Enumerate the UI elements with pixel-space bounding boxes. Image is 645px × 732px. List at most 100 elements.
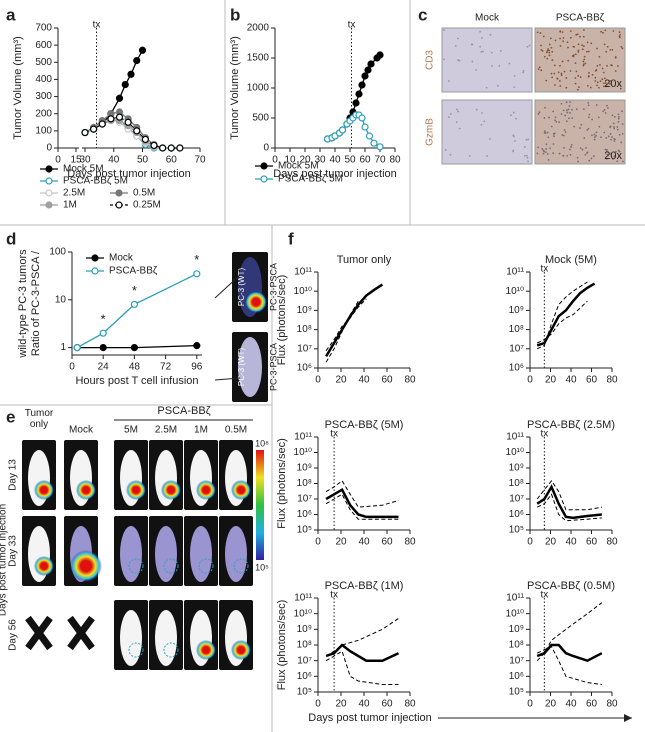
cell-stain (587, 116, 590, 119)
cell-stain (537, 68, 540, 71)
x-tick-label: 70 (194, 155, 206, 166)
y-tick-label: 500 (252, 113, 269, 124)
tumor-signal (161, 480, 181, 500)
data-point (338, 126, 347, 134)
y-tick-label: 0 (46, 143, 52, 154)
cell-stain (581, 148, 584, 151)
y-tick-label: 100 (35, 125, 52, 136)
cell-stain (512, 150, 515, 153)
legend-label: PSCA-BBζ 5M (278, 174, 343, 185)
tumor-signal (70, 550, 102, 582)
x-tick-label: 20 (545, 537, 557, 548)
cell-stain (594, 80, 597, 82)
cell-stain (586, 129, 589, 131)
data-point (159, 144, 167, 152)
cell-stain (564, 131, 567, 133)
cell-stain (549, 37, 552, 40)
data-point (361, 123, 369, 131)
cell-stain (604, 112, 607, 114)
cell-stain (607, 135, 610, 138)
colorbar-label: 10⁵ (255, 562, 269, 572)
cell-stain (561, 31, 564, 33)
cell-stain (579, 76, 582, 78)
legend-label: Mock 5M (63, 164, 104, 175)
row-label: GzmB (425, 118, 436, 146)
cell-stain (603, 82, 605, 85)
series-line (327, 54, 381, 140)
cell-stain (560, 74, 563, 77)
x-tick-label: 0 (55, 155, 61, 166)
y-tick-label: 0 (263, 143, 269, 154)
tumor-signal (34, 480, 54, 500)
cell-stain (458, 59, 461, 62)
y-tick-label: 10¹¹ (294, 267, 312, 278)
cell-stain (613, 140, 616, 142)
cell-stain (614, 56, 617, 59)
cell-stain (576, 33, 579, 36)
cell-stain (550, 46, 553, 49)
cell-stain (559, 85, 562, 87)
cell-stain (447, 116, 450, 119)
cell-stain (595, 134, 597, 137)
cell-stain (548, 43, 551, 46)
mouse (190, 526, 212, 582)
cell-stain (602, 31, 604, 34)
cell-stain (553, 64, 556, 67)
y-tick-label: 10⁹ (297, 463, 312, 474)
tumor-site (163, 558, 179, 574)
cell-stain (527, 160, 529, 163)
cell-stain (597, 116, 600, 119)
cell-stain (567, 108, 570, 111)
series-line (325, 283, 384, 358)
cell-stain (582, 45, 585, 48)
column-label: Mock (475, 13, 500, 24)
cell-stain (621, 110, 623, 113)
data-point (107, 115, 115, 123)
group-label: PSCA-BBζ (157, 405, 210, 417)
data-point (127, 70, 135, 78)
y-axis-label: Tumor Volume (mm³) (12, 36, 24, 140)
tumor-site (163, 642, 179, 658)
cell-stain (570, 146, 573, 148)
cell-stain (513, 86, 516, 89)
cell-stain (576, 88, 579, 91)
legend-marker (115, 189, 123, 197)
mouse (155, 610, 177, 666)
legend-marker (45, 201, 53, 209)
legend-label: 1M (63, 200, 77, 211)
cell-stain (548, 49, 551, 52)
data-point (90, 125, 98, 133)
cell-stain (485, 86, 488, 89)
series-line (536, 281, 588, 350)
cell-stain (575, 70, 578, 73)
chart-title: PSCA-BBζ (2.5M) (527, 419, 615, 431)
cell-stain (586, 50, 588, 53)
x-tick-label: 80 (404, 375, 416, 386)
colorbar (256, 450, 264, 560)
series-line (536, 643, 603, 663)
x-tick-label: 80 (606, 537, 618, 548)
magnification: 20x (604, 150, 622, 162)
y-tick-label: 10¹⁰ (294, 286, 312, 297)
series-line (325, 650, 399, 685)
y-tick-label: 10⁷ (509, 494, 524, 505)
legend-marker (91, 254, 99, 262)
data-point (367, 60, 375, 68)
cell-stain (596, 84, 598, 87)
cell-stain (606, 149, 608, 151)
cell-stain (557, 71, 560, 74)
cell-stain (565, 109, 568, 112)
x-axis-label: Days post tumor injection (273, 168, 397, 180)
cell-stain (479, 45, 482, 48)
cell-stain (545, 79, 548, 82)
y-axis-label: Flux (photons/sec) (276, 438, 288, 528)
cell-stain (614, 70, 617, 72)
cell-stain (613, 115, 616, 118)
cell-stain (560, 72, 563, 75)
legend-label: PSCA-BBζ (109, 266, 158, 277)
cell-stain (560, 102, 563, 105)
data-point (364, 66, 372, 74)
cell-stain (512, 111, 515, 114)
x-tick-label: 50 (344, 155, 356, 166)
